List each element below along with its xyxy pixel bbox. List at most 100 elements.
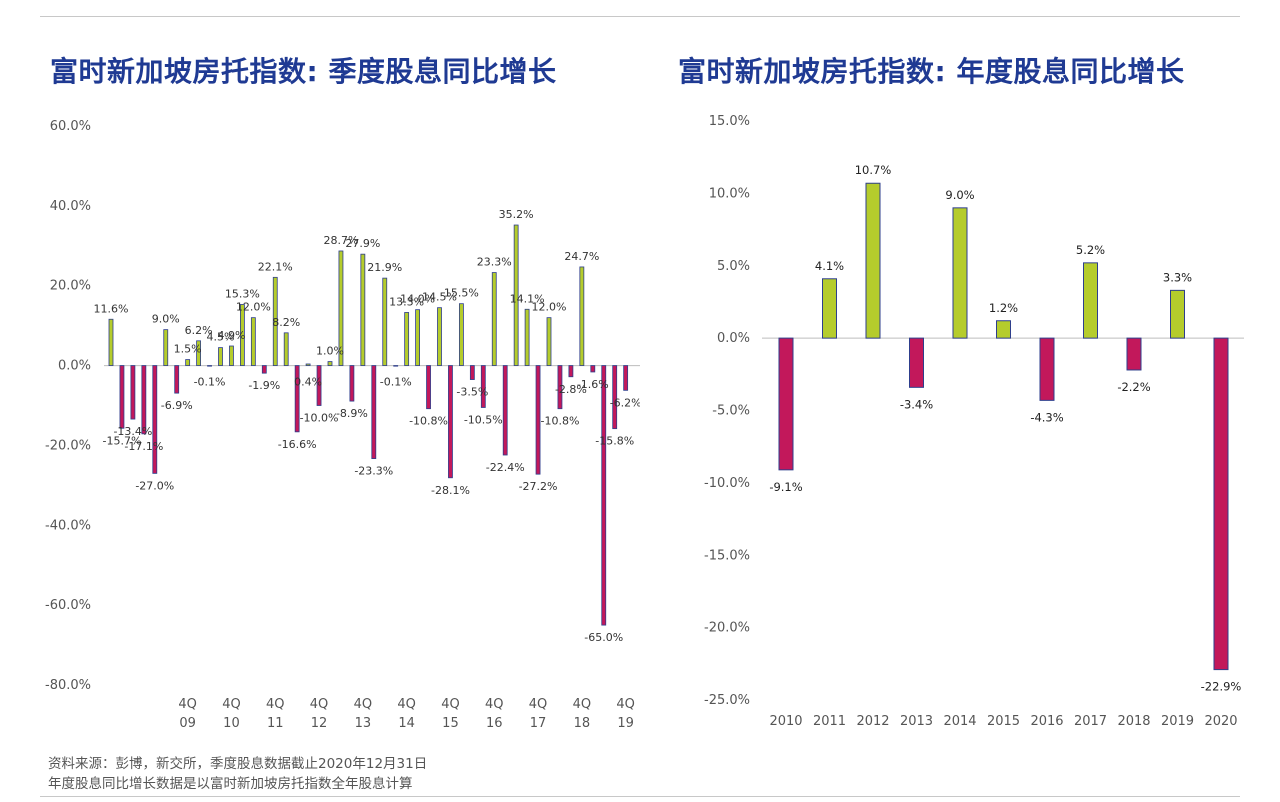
bar <box>349 365 355 402</box>
x-tick-label: 2011 <box>813 714 846 729</box>
bar <box>480 365 486 408</box>
x-tick-label: 4Q <box>616 697 635 712</box>
x-tick-label: 4Q <box>529 697 548 712</box>
data-label: 1.2% <box>989 301 1018 315</box>
bar <box>196 340 202 366</box>
y-tick-label: -5.0% <box>712 404 750 419</box>
data-label: -6.9% <box>161 399 193 412</box>
data-label: 0.4% <box>294 376 322 389</box>
x-tick-label: 09 <box>179 716 196 731</box>
bar <box>426 365 431 410</box>
bottom-divider <box>40 796 1240 797</box>
x-tick-label: 2010 <box>769 714 802 729</box>
bar <box>601 365 607 626</box>
bar <box>130 365 136 420</box>
x-tick-label: 18 <box>574 716 591 731</box>
x-tick-label: 4Q <box>441 697 460 712</box>
bar <box>338 250 344 366</box>
bar <box>865 182 881 339</box>
data-label: 4.5% <box>207 331 235 344</box>
bar <box>557 365 563 410</box>
data-label: 4.9% <box>217 329 245 342</box>
bar <box>535 365 541 475</box>
bar <box>229 345 234 366</box>
y-tick-label: -80.0% <box>45 678 91 693</box>
data-label: -8.9% <box>336 407 368 420</box>
bar <box>272 276 278 366</box>
y-tick-label: -60.0% <box>45 598 91 613</box>
x-tick-label: 17 <box>530 716 547 731</box>
bar <box>108 318 114 366</box>
x-tick-label: 2020 <box>1204 714 1237 729</box>
bar <box>778 337 794 471</box>
data-label: 1.0% <box>316 345 344 358</box>
data-label: -3.4% <box>900 397 933 411</box>
bar <box>513 224 519 366</box>
source-note: 资料来源：彭博，新交所，季度股息数据截止2020年12月31日 <box>48 756 428 772</box>
x-tick-label: 2014 <box>943 714 976 729</box>
bar <box>448 365 453 479</box>
y-tick-label: -15.0% <box>704 548 750 563</box>
x-tick-label: 4Q <box>573 697 592 712</box>
data-label: 11.6% <box>94 302 129 315</box>
bar <box>283 332 289 366</box>
data-label: -0.1% <box>380 376 412 389</box>
bar <box>294 365 300 433</box>
data-label: 9.0% <box>945 188 974 202</box>
bar <box>469 365 475 380</box>
bar <box>1170 289 1185 339</box>
data-label: -3.5% <box>456 386 488 399</box>
bar <box>502 365 508 456</box>
data-label: 14.0% <box>400 293 435 306</box>
bar <box>163 329 169 366</box>
bar <box>305 363 311 366</box>
bar <box>239 304 245 366</box>
x-tick-label: 4Q <box>354 697 373 712</box>
bar <box>415 309 421 366</box>
data-label: -65.0% <box>584 631 623 644</box>
data-label: 3.3% <box>1163 270 1192 284</box>
y-tick-label: -40.0% <box>45 518 91 533</box>
data-label: -10.8% <box>409 415 448 428</box>
data-label: -22.9% <box>1201 680 1242 694</box>
bar <box>218 347 223 366</box>
data-label: -1.6% <box>577 378 609 391</box>
data-label: -10.0% <box>300 412 339 425</box>
data-label: 15.3% <box>225 287 260 300</box>
data-label: 10.7% <box>855 163 892 177</box>
x-tick-label: 2017 <box>1074 714 1107 729</box>
y-tick-label: 20.0% <box>50 279 91 294</box>
y-tick-label: 5.0% <box>717 259 750 274</box>
bar <box>261 365 267 374</box>
x-tick-label: 4Q <box>178 697 197 712</box>
y-tick-label: -20.0% <box>704 621 750 636</box>
data-label: 8.2% <box>272 316 300 329</box>
bar <box>404 312 410 366</box>
x-tick-label: 11 <box>267 716 284 731</box>
x-tick-label: 4Q <box>397 697 416 712</box>
x-tick-label: 2015 <box>987 714 1020 729</box>
data-label: 23.3% <box>477 256 512 269</box>
x-tick-label: 2016 <box>1030 714 1063 729</box>
y-tick-label: 40.0% <box>50 199 91 214</box>
data-label: -28.1% <box>431 484 470 497</box>
bar <box>119 365 125 429</box>
data-label: -6.2% <box>610 396 640 409</box>
bar <box>316 365 322 406</box>
x-tick-label: 12 <box>311 716 328 731</box>
x-tick-label: 2019 <box>1161 714 1194 729</box>
x-tick-label: 4Q <box>222 697 241 712</box>
x-tick-label: 2013 <box>900 714 933 729</box>
x-tick-label: 19 <box>617 716 634 731</box>
y-tick-label: 10.0% <box>709 186 750 201</box>
bar <box>1126 337 1142 371</box>
bar <box>141 365 147 435</box>
bar <box>909 337 924 388</box>
y-tick-label: 15.0% <box>709 114 750 129</box>
bar <box>524 308 530 366</box>
x-tick-label: 13 <box>355 716 372 731</box>
data-label: 28.7% <box>323 234 358 247</box>
data-label: -9.1% <box>769 480 802 494</box>
x-tick-label: 4Q <box>266 697 285 712</box>
data-label: -16.6% <box>278 438 317 451</box>
